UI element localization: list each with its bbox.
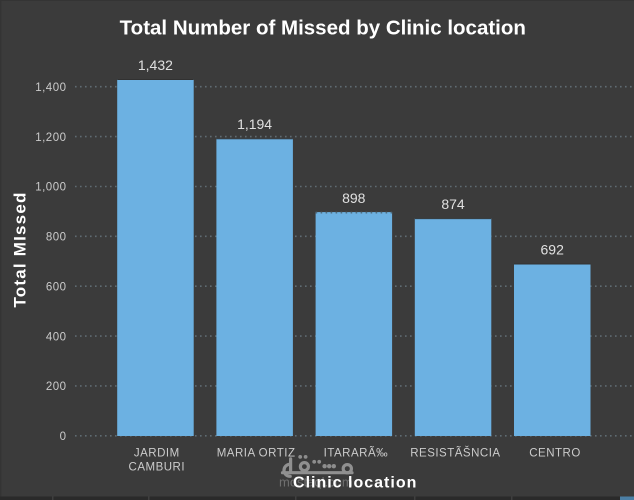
- svg-text:ITARARÃ‰: ITARARÃ‰: [324, 447, 389, 460]
- svg-text:CAMBURI: CAMBURI: [129, 462, 186, 474]
- svg-text:JARDIM: JARDIM: [134, 448, 180, 460]
- svg-text:Total MIssed: Total MIssed: [11, 191, 30, 307]
- svg-text:RESISTÃŠNCIA: RESISTÃŠNCIA: [410, 447, 500, 460]
- svg-text:800: 800: [46, 232, 67, 244]
- svg-text:692: 692: [541, 241, 565, 257]
- svg-text:0: 0: [60, 431, 67, 443]
- svg-text:1,400: 1,400: [35, 82, 66, 94]
- svg-text:874: 874: [441, 196, 465, 212]
- svg-text:600: 600: [46, 281, 67, 293]
- svg-text:400: 400: [46, 331, 67, 343]
- svg-text:mostaql.com: mostaql.com: [279, 475, 353, 490]
- svg-text:1,000: 1,000: [35, 182, 66, 194]
- svg-text:1,200: 1,200: [35, 132, 66, 144]
- svg-text:200: 200: [46, 381, 67, 393]
- svg-text:Clinic location: Clinic location: [293, 475, 417, 492]
- svg-text:898: 898: [342, 190, 366, 206]
- svg-text:1,194: 1,194: [237, 116, 272, 132]
- svg-text:CENTRO: CENTRO: [529, 448, 581, 460]
- svg-text:MARIA ORTIZ: MARIA ORTIZ: [217, 448, 296, 460]
- svg-text:1,432: 1,432: [138, 57, 173, 73]
- svg-text:Total Number of Missed by Clin: Total Number of Missed by Clinic locatio…: [120, 17, 526, 40]
